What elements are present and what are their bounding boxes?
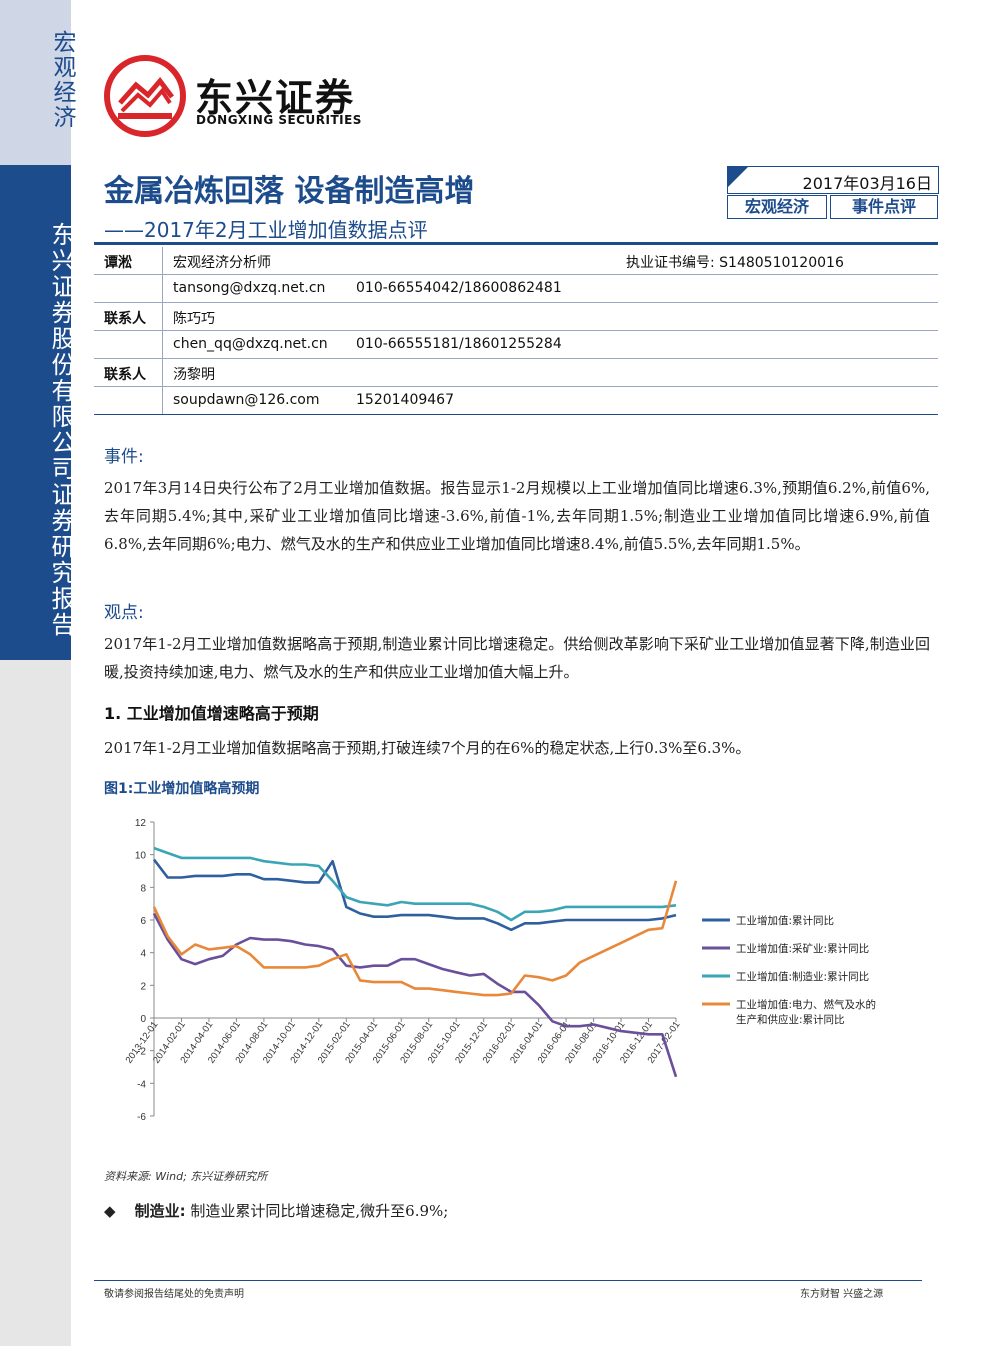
sidebar-bottom (0, 165, 71, 660)
section-heading: 1. 工业增加值增速略高于预期 (104, 704, 319, 723)
footer-slogan: 东方财智 兴盛之源 (800, 1289, 884, 1300)
view-text: 2017年1-2月工业增加值数据略高于预期,制造业累计同比增速稳定。供给侧改革影… (104, 635, 930, 681)
contact-key: 谭淞 (104, 255, 132, 271)
y-tick-label: -4 (137, 1079, 146, 1090)
contact-email[interactable]: soupdawn@126.com (173, 392, 320, 408)
logo-text-cn: 东兴证券 (195, 76, 356, 120)
series-line-2 (152, 912, 678, 1078)
footer-divider (94, 1280, 922, 1281)
line-chart: -6-4-20246810122013-12-012014-02-012014-… (124, 818, 876, 1123)
y-tick-label: 0 (140, 1014, 146, 1025)
y-tick-label: -2 (137, 1047, 146, 1058)
contact-email[interactable]: tansong@dxzq.net.cn (173, 280, 326, 296)
contact-row: 联系人 陈巧巧 (94, 303, 938, 331)
contact-phone: 15201409467 (356, 392, 454, 408)
contact-row: chen_qq@dxzq.net.cn 010-66555181/1860125… (94, 331, 938, 359)
contact-row: tansong@dxzq.net.cn 010-66554042/1860086… (94, 275, 938, 303)
contacts-table: 谭淞 宏观经济分析师 执业证书编号: S1480510120016 tanson… (94, 247, 938, 415)
contact-key: 联系人 (104, 367, 146, 383)
bullet-item: ◆ 制造业: 制造业累计同比增速稳定,微升至6.9%; (104, 1200, 448, 1221)
contact-name: 陈巧巧 (173, 311, 215, 327)
legend-label: 工业增加值:电力、燃气及水的 (736, 998, 876, 1011)
contact-phone: 010-66554042/18600862481 (356, 280, 562, 296)
y-tick-label: 6 (140, 916, 146, 927)
sidebar-gray (0, 660, 71, 1346)
contact-cert: 执业证书编号: S1480510120016 (626, 255, 844, 271)
tag-category: 宏观经济 (727, 195, 827, 219)
y-tick-label: 8 (140, 883, 146, 894)
legend-label: 生产和供应业:累计同比 (736, 1013, 845, 1026)
series-line-1 (152, 858, 677, 932)
header-divider (94, 242, 938, 245)
report-date: 2017年03月16日 (802, 174, 932, 193)
legend-label: 工业增加值:累计同比 (736, 914, 834, 927)
contact-key: 联系人 (104, 311, 146, 327)
view-label: 观点: (104, 603, 144, 623)
contact-row: 联系人 汤黎明 (94, 359, 938, 387)
sidebar-category-label: 宏观经济 (49, 30, 75, 130)
bullet-text: 制造业累计同比增速稳定,微升至6.9%; (190, 1202, 449, 1220)
tag-type: 事件点评 (830, 195, 938, 219)
figure-title: 图1:工业增加值略高预期 (104, 781, 260, 797)
y-tick-label: 4 (140, 949, 146, 960)
event-label: 事件: (104, 447, 144, 467)
bullet-label: 制造业: (134, 1202, 186, 1220)
contact-row: 谭淞 宏观经济分析师 执业证书编号: S1480510120016 (94, 247, 938, 275)
logo-text-en: DONGXING SECURITIES (196, 113, 362, 127)
sidebar-company-label: 东兴证券股份有限公司证券研究报告 (47, 222, 75, 638)
contact-role: 宏观经济分析师 (173, 255, 271, 271)
contact-phone: 010-66555181/18601255284 (356, 336, 562, 352)
legend-label: 工业增加值:采矿业:累计同比 (736, 942, 869, 955)
company-logo-icon (104, 55, 186, 137)
figure-source: 资料来源: Wind; 东兴证券研究所 (104, 1170, 268, 1183)
y-tick-label: 12 (135, 818, 147, 829)
contact-email[interactable]: chen_qq@dxzq.net.cn (173, 336, 328, 352)
sidebar-top (0, 0, 71, 165)
series-line-4 (152, 880, 678, 997)
legend-label: 工业增加值:制造业:累计同比 (736, 970, 869, 983)
footer-disclaimer: 敬请参阅报告结尾处的免责声明 (104, 1289, 244, 1300)
y-tick-label: -6 (137, 1112, 146, 1123)
corner-triangle-icon (728, 167, 748, 187)
contact-row: soupdawn@126.com 15201409467 (94, 387, 938, 415)
report-subtitle: ——2017年2月工业增加值数据点评 (104, 218, 428, 242)
date-box: 2017年03月16日 (727, 166, 939, 194)
series-line-3 (153, 846, 677, 922)
event-text: 2017年3月14日央行公布了2月工业增加值数据。报告显示1-2月规模以上工业增… (104, 479, 930, 553)
section-text: 2017年1-2月工业增加值数据略高于预期,打破连续7个月的在6%的稳定状态,上… (104, 739, 751, 757)
report-title: 金属冶炼回落 设备制造高增 (104, 174, 475, 209)
bullet-icon: ◆ (104, 1202, 116, 1220)
y-tick-label: 2 (140, 981, 146, 992)
contact-name: 汤黎明 (173, 367, 215, 383)
y-tick-label: 10 (135, 851, 147, 862)
